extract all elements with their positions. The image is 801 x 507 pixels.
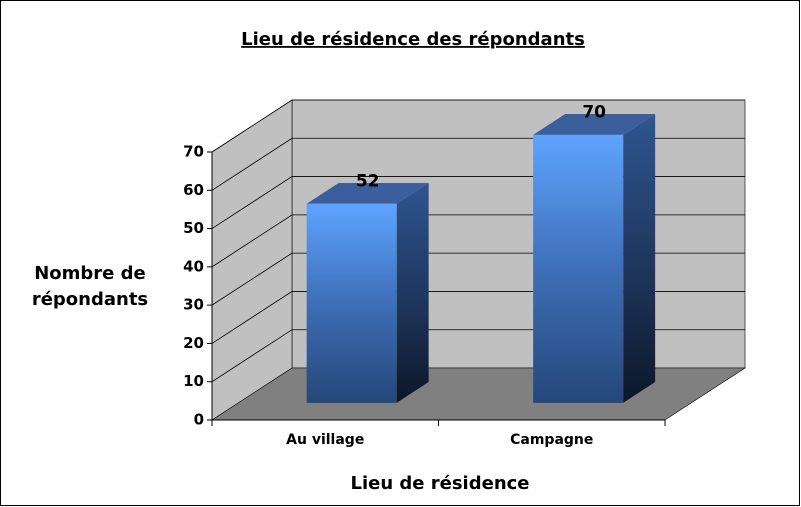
grid-line xyxy=(211,99,745,153)
bar-front xyxy=(306,203,397,403)
y-tick-label: 10 xyxy=(183,372,204,390)
x-tick-label: Campagne xyxy=(510,432,593,448)
y-tick-label: 70 xyxy=(183,143,204,161)
bar-top xyxy=(306,182,429,204)
y-tick-label: 60 xyxy=(183,181,204,199)
bar-side xyxy=(623,114,656,403)
chart-title: Lieu de résidence des répondants xyxy=(241,29,585,50)
side-wall xyxy=(211,99,293,421)
y-tick-label: 50 xyxy=(183,219,204,237)
x-tick-label: Au village xyxy=(286,432,364,448)
bar xyxy=(533,114,656,403)
y-tick-label: 20 xyxy=(183,334,204,352)
floor xyxy=(210,367,747,421)
y-axis-title: répondants xyxy=(32,289,148,310)
value-label: 70 xyxy=(582,102,606,122)
y-tick-label: 30 xyxy=(183,296,204,314)
bar xyxy=(306,182,429,403)
bar-front xyxy=(533,134,624,403)
x-axis-title: Lieu de résidence xyxy=(350,473,529,494)
bar-side xyxy=(396,182,429,403)
value-label: 52 xyxy=(356,171,380,191)
y-tick-label: 40 xyxy=(183,257,204,275)
y-axis-title: Nombre de xyxy=(34,263,146,284)
y-tick-label: 0 xyxy=(194,411,204,429)
bar-top xyxy=(533,114,656,135)
